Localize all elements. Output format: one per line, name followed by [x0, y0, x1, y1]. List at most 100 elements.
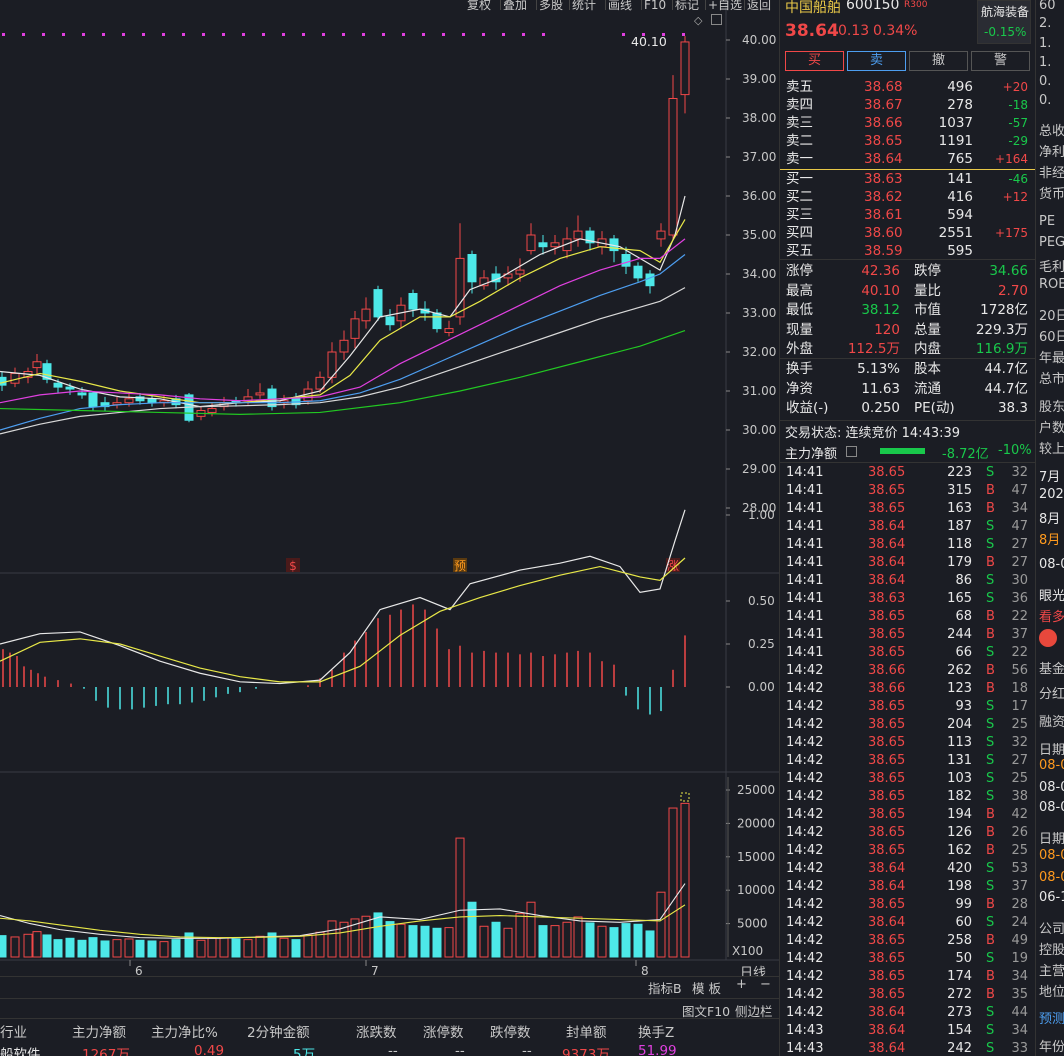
toolbar-divider — [672, 0, 673, 10]
table-header[interactable]: 行业 — [0, 1025, 27, 1041]
tick-row[interactable]: 14:42 38.65 194 B 42 — [780, 806, 1036, 824]
tick-count: 49 — [1011, 933, 1028, 948]
tick-price: 38.65 — [868, 843, 906, 858]
settings-diamond-icon[interactable]: ◇ — [694, 14, 703, 27]
volume-bar — [327, 920, 337, 958]
tick-row[interactable]: 14:42 38.65 182 S 38 — [780, 788, 1036, 806]
price-axis-label: 28.00 — [742, 501, 776, 515]
tick-price: 38.64 — [868, 861, 906, 876]
table-header[interactable]: 主力净比% — [151, 1025, 218, 1041]
f10-text: 眼光 — [1039, 589, 1064, 604]
table-header[interactable]: 涨停数 — [423, 1025, 464, 1041]
tick-time: 14:41 — [786, 627, 824, 642]
candle-body — [408, 293, 418, 310]
tick-row[interactable]: 14:42 38.66 123 B 18 — [780, 680, 1036, 698]
table-header[interactable]: 涨跌数 — [356, 1025, 397, 1041]
tick-row[interactable]: 14:42 38.64 60 S 24 — [780, 914, 1036, 932]
tick-row[interactable]: 14:41 38.65 163 B 34 — [780, 500, 1036, 518]
tick-side: S — [986, 915, 995, 930]
table-header[interactable]: 跌停数 — [490, 1025, 531, 1041]
tick-row[interactable]: 14:42 38.65 131 S 27 — [780, 752, 1036, 770]
tick-row[interactable]: 14:41 38.64 187 S 47 — [780, 518, 1036, 536]
price-axis-label: 39.00 — [742, 72, 776, 86]
tick-row[interactable]: 14:41 38.64 86 S 30 — [780, 572, 1036, 590]
sell-level-price: 38.67 — [864, 97, 903, 113]
tick-row[interactable]: 14:43 38.64 242 S 33 — [780, 1040, 1036, 1056]
tick-row[interactable]: 14:41 38.65 223 S 32 — [780, 464, 1036, 482]
indicator-b-button[interactable]: 指标B — [648, 981, 682, 996]
restore-window-icon[interactable] — [711, 14, 722, 25]
volume-bar — [444, 927, 454, 958]
toolbar-item-1[interactable]: 叠加 — [503, 0, 528, 11]
toolbar-item-0[interactable]: 复权 — [467, 0, 492, 11]
f10-text: 控股 — [1039, 943, 1064, 958]
tick-row[interactable]: 14:42 38.64 198 S 37 — [780, 878, 1036, 896]
candle-body — [585, 230, 595, 244]
sector-box[interactable]: 航海装备 -0.15% — [977, 0, 1031, 44]
tick-row[interactable]: 14:42 38.65 258 B 49 — [780, 932, 1036, 950]
buy-level-label: 买五 — [786, 243, 813, 259]
tick-price: 38.64 — [868, 555, 906, 570]
tick-side: S — [986, 861, 995, 876]
f10-text: 08-0 — [1039, 848, 1064, 863]
toolbar-item-7[interactable]: +自选 — [708, 0, 743, 11]
toolbar-item-5[interactable]: F10 — [644, 0, 667, 11]
candle-body — [65, 386, 75, 390]
table-header[interactable]: 封单额 — [566, 1025, 607, 1041]
f10-graphic-button[interactable]: 图文F10 — [682, 1004, 731, 1019]
toolbar-item-3[interactable]: 统计 — [572, 0, 597, 11]
tick-row[interactable]: 14:43 38.64 154 S 34 — [780, 1022, 1036, 1040]
tick-row[interactable]: 14:41 38.65 244 B 37 — [780, 626, 1036, 644]
tick-time: 14:42 — [786, 951, 824, 966]
tick-row[interactable]: 14:41 38.63 165 S 36 — [780, 590, 1036, 608]
tick-row[interactable]: 14:42 38.65 162 B 25 — [780, 842, 1036, 860]
tick-row[interactable]: 14:42 38.64 273 S 44 — [780, 1004, 1036, 1022]
tick-row[interactable]: 14:42 38.65 204 S 25 — [780, 716, 1036, 734]
sidebar-button[interactable]: 侧边栏 — [735, 1004, 773, 1019]
table-header[interactable]: 主力净额 — [72, 1025, 126, 1041]
tick-row[interactable]: 14:42 38.65 93 S 17 — [780, 698, 1036, 716]
table-header[interactable]: 换手Z — [638, 1025, 675, 1041]
toolbar-item-2[interactable]: 多股 — [539, 0, 564, 11]
price-axis-label: 30.00 — [742, 423, 776, 437]
tick-side: B — [986, 627, 995, 642]
sell-button[interactable]: 卖 — [847, 51, 906, 71]
tick-row[interactable]: 14:41 38.65 66 S 22 — [780, 644, 1036, 662]
toolbar-divider — [500, 0, 501, 10]
top-guide-dot — [442, 33, 445, 36]
zoom-in-button[interactable]: + — [736, 977, 747, 992]
tick-row[interactable]: 14:41 38.65 315 B 47 — [780, 482, 1036, 500]
volume-ma5-line — [0, 883, 686, 939]
buy-button[interactable]: 买 — [785, 51, 844, 71]
list-icon[interactable] — [846, 446, 857, 457]
table-cell: 5万 — [293, 1047, 316, 1056]
red-badge-icon[interactable] — [1039, 629, 1057, 647]
kline-chart-svg[interactable]: 40.00 39.00 38.00 37.00 36.00 35.00 34.00 33.00… — [0, 0, 779, 1000]
tick-row[interactable]: 14:42 38.65 174 B 34 — [780, 968, 1036, 986]
volume-bar — [562, 921, 572, 958]
tick-row[interactable]: 14:41 38.64 118 S 27 — [780, 536, 1036, 554]
tick-row[interactable]: 14:42 38.65 103 S 25 — [780, 770, 1036, 788]
toolbar-item-4[interactable]: 画线 — [608, 0, 633, 11]
tick-row[interactable]: 14:41 38.65 68 B 22 — [780, 608, 1036, 626]
toolbar-item-6[interactable]: 标记 — [675, 0, 700, 11]
toolbar-item-8[interactable]: 返回 — [747, 0, 772, 11]
tick-row[interactable]: 14:42 38.64 420 S 53 — [780, 860, 1036, 878]
zoom-out-button[interactable]: − — [760, 977, 771, 992]
table-header[interactable]: 2分钟金额 — [247, 1025, 310, 1041]
tick-side: S — [986, 645, 995, 660]
alert-button[interactable]: 警 — [971, 51, 1030, 71]
kline-chart-area[interactable]: 40.00 39.00 38.00 37.00 36.00 35.00 34.00 33.00… — [0, 0, 779, 1000]
tick-time: 14:41 — [786, 645, 824, 660]
tick-row[interactable]: 14:42 38.65 113 S 32 — [780, 734, 1036, 752]
tick-row[interactable]: 14:42 38.65 50 S 19 — [780, 950, 1036, 968]
tick-row[interactable]: 14:42 38.65 126 B 26 — [780, 824, 1036, 842]
f10-text: 货币 — [1039, 187, 1064, 202]
tick-row[interactable]: 14:42 38.65 99 B 28 — [780, 896, 1036, 914]
cancel-button[interactable]: 撤 — [909, 51, 968, 71]
tick-row[interactable]: 14:42 38.65 272 B 35 — [780, 986, 1036, 1004]
template-button[interactable]: 模 板 — [692, 981, 721, 996]
tick-row[interactable]: 14:41 38.64 179 B 27 — [780, 554, 1036, 572]
tick-volume: 258 — [947, 933, 972, 948]
tick-row[interactable]: 14:42 38.66 262 B 56 — [780, 662, 1036, 680]
